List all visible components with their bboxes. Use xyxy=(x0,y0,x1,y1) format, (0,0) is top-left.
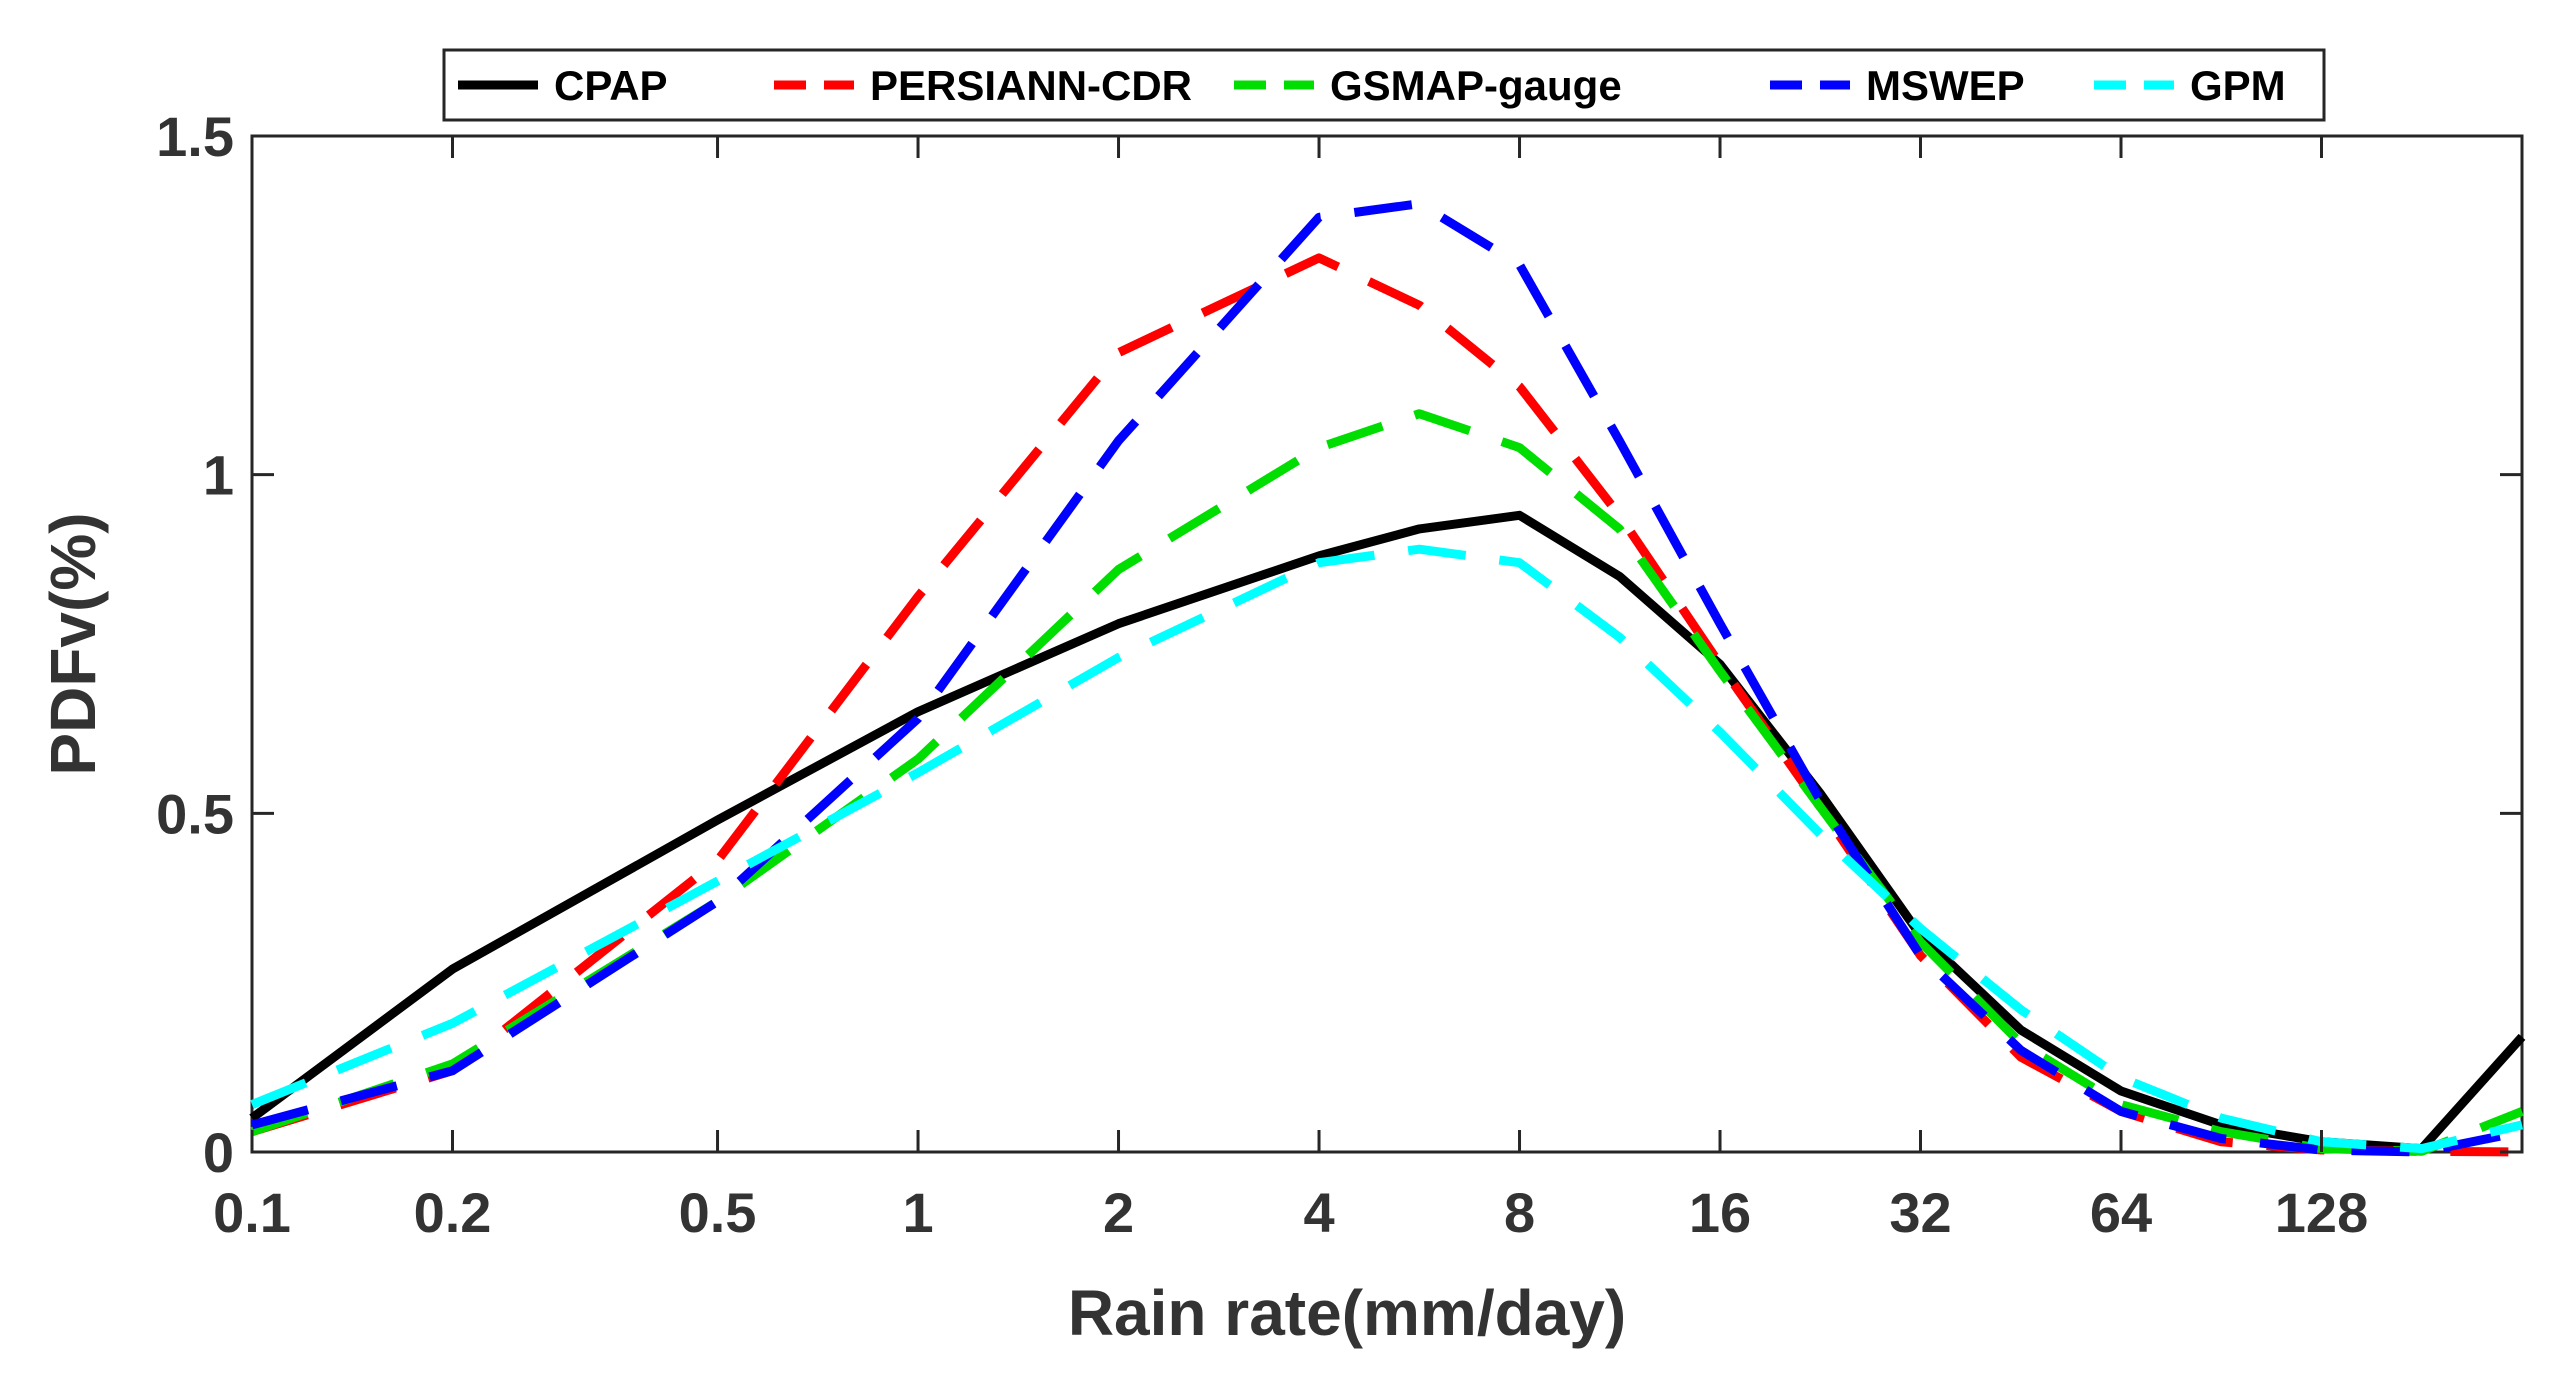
series-line-gpm xyxy=(250,544,2524,1154)
y-tick-label: 1.5 xyxy=(156,105,234,168)
legend-label: CPAP xyxy=(554,62,668,109)
x-tick-label: 32 xyxy=(1889,1181,1951,1244)
x-axis-label: Rain rate(mm/day) xyxy=(1068,1277,1626,1349)
legend-label: PERSIANN-CDR xyxy=(870,62,1192,109)
series-line-mswep xyxy=(250,199,2523,1157)
x-tick-label: 0.1 xyxy=(213,1181,291,1244)
legend-label: GSMAP-gauge xyxy=(1330,62,1622,109)
y-axis-label: PDFv(%) xyxy=(37,512,109,775)
x-tick-label: 128 xyxy=(2275,1181,2368,1244)
x-tick-label: 0.5 xyxy=(679,1181,757,1244)
x-tick-label: 2 xyxy=(1103,1181,1134,1244)
legend-label: MSWEP xyxy=(1866,62,2025,109)
x-tick-label: 4 xyxy=(1303,1181,1334,1244)
legend-box xyxy=(442,48,2326,122)
x-tick-label: 0.2 xyxy=(414,1181,492,1244)
series-line-gsmap-gauge xyxy=(250,409,2524,1156)
x-tick-label: 16 xyxy=(1689,1181,1751,1244)
series-line-cpap xyxy=(249,510,2526,1154)
x-tick-label: 64 xyxy=(2090,1181,2152,1244)
x-tick-label: 8 xyxy=(1504,1181,1535,1244)
plot-area xyxy=(250,134,2524,1154)
y-tick-label: 0 xyxy=(203,1121,234,1184)
y-tick-label: 1 xyxy=(203,444,234,507)
y-tick-label: 0.5 xyxy=(156,782,234,845)
legend-label: GPM xyxy=(2190,62,2286,109)
x-tick-label: 1 xyxy=(902,1181,933,1244)
